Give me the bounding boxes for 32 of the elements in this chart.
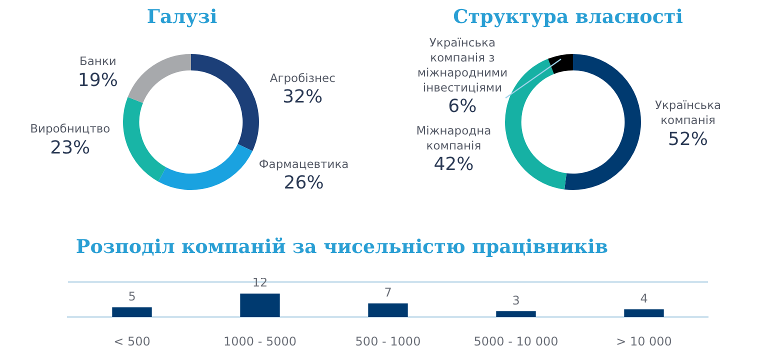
bar — [112, 307, 152, 317]
chart-title: Структура власності — [452, 6, 684, 28]
x-tick-label: 500 - 1000 — [355, 334, 421, 348]
slice-label: Міжнародна компанія — [416, 123, 492, 152]
x-tick-label: 5000 - 10 000 — [474, 334, 558, 348]
slice-label: Виробництво — [30, 122, 110, 136]
x-tick-label: > 10 000 — [616, 334, 672, 348]
data-label: 4 — [640, 291, 648, 306]
data-label: 52% — [668, 128, 708, 150]
data-label: 7 — [384, 285, 392, 300]
data-label: 12 — [252, 276, 268, 290]
x-tick-label: < 500 — [114, 334, 150, 348]
chart-title: Галузі — [146, 6, 218, 28]
slice-label: Українська компанія з міжнародними інвестиціями — [417, 35, 508, 94]
chart-title: Розподіл компаній за чисельністю працівників — [74, 236, 610, 258]
data-label: 6% — [448, 96, 477, 118]
bar — [240, 294, 280, 317]
data-label: 23% — [50, 137, 90, 158]
data-label: 32% — [282, 86, 323, 108]
slice-label: Агробізнес — [270, 71, 336, 86]
data-label: 19% — [78, 70, 118, 91]
slice-label: Українська компанія — [654, 98, 722, 128]
x-tick-label: 1000 - 5000 — [223, 334, 297, 348]
data-label: 3 — [512, 293, 520, 308]
slice-label: Фармацевтика — [258, 156, 349, 171]
data-label: 26% — [284, 172, 324, 194]
bar — [624, 309, 664, 317]
data-label: 5 — [128, 289, 136, 304]
data-label: 42% — [434, 154, 474, 176]
slice-label: Банки — [79, 54, 116, 68]
bar — [496, 311, 536, 317]
bar — [368, 303, 408, 317]
